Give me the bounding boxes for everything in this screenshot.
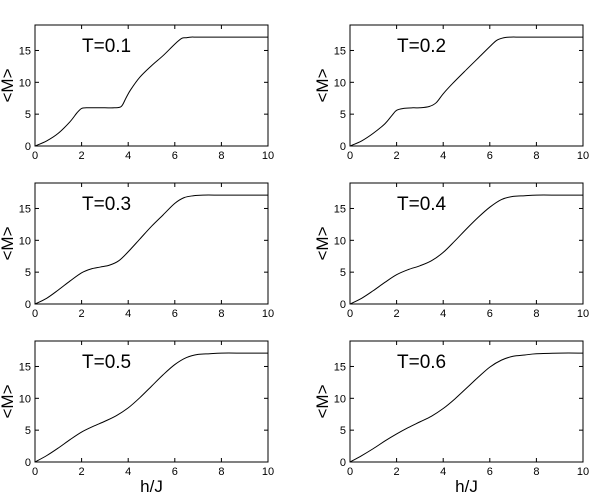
x-tick-label: 8: [218, 150, 224, 162]
x-tick-label: 8: [218, 466, 224, 478]
x-tick-label: 0: [32, 308, 38, 320]
y-tick-label: 5: [340, 109, 346, 121]
subplot-6: 0 2 4 6 8 10 0 5 10 15<M> h/J T=0.6: [313, 340, 589, 495]
magnetization-curve: [34, 352, 268, 463]
y-axis-label: <M>: [313, 68, 332, 102]
y-tick-label: 10: [19, 393, 31, 405]
y-axis-label: <M>: [313, 226, 332, 260]
x-tick-label: 2: [79, 150, 85, 162]
y-tick-label: 15: [334, 45, 346, 57]
y-axis-label: <M>: [0, 68, 17, 102]
subplot-4: 0 2 4 6 8 10 0 5 10 15<M> T=0.4: [313, 182, 589, 320]
y-tick-label: 10: [19, 235, 31, 247]
x-tick-label: 4: [125, 150, 131, 162]
y-axis-label: <M>: [0, 384, 17, 418]
x-tick-label: 0: [347, 466, 353, 478]
temperature-label: T=0.1: [82, 36, 131, 57]
x-tick-label: 10: [577, 466, 589, 478]
y-tick-label: 15: [19, 361, 31, 373]
x-tick-label: 2: [394, 150, 400, 162]
magnetization-curve: [34, 36, 268, 147]
y-tick-label: 0: [340, 457, 346, 469]
x-tick-label: 6: [172, 466, 178, 478]
y-tick-label: 0: [25, 457, 31, 469]
temperature-label: T=0.5: [82, 352, 131, 373]
axes-frame: [34, 182, 269, 305]
x-tick-label: 10: [577, 150, 589, 162]
magnetization-curve: [349, 194, 583, 305]
y-tick-label: 5: [340, 425, 346, 437]
temperature-label: T=0.6: [397, 352, 446, 373]
x-axis-label: h/J: [140, 477, 163, 495]
y-tick-label: 15: [19, 45, 31, 57]
x-tick-label: 4: [125, 308, 131, 320]
temperature-label: T=0.3: [82, 194, 131, 215]
y-tick-label: 5: [25, 109, 31, 121]
magnetization-curve: [34, 194, 268, 305]
subplot-2: 0 2 4 6 8 10 0 5 10 15<M> T=0.2: [313, 24, 589, 162]
temperature-label: T=0.2: [397, 36, 446, 57]
x-tick-label: 6: [487, 150, 493, 162]
subplot-5: 0 2 4 6 8 10 0 5 10 15<M> h/J T=0.5: [0, 340, 274, 495]
axes-frame: [349, 182, 584, 305]
y-tick-label: 0: [340, 141, 346, 153]
y-tick-label: 5: [25, 267, 31, 279]
y-tick-label: 10: [19, 77, 31, 89]
x-tick-label: 4: [125, 466, 131, 478]
x-tick-label: 4: [440, 308, 446, 320]
x-tick-label: 4: [440, 466, 446, 478]
x-tick-label: 8: [533, 150, 539, 162]
y-tick-label: 0: [340, 299, 346, 311]
magnetization-curve: [349, 36, 583, 147]
temperature-label: T=0.4: [397, 194, 447, 215]
x-tick-label: 8: [218, 308, 224, 320]
axes-frame: [349, 340, 584, 463]
x-tick-label: 2: [394, 466, 400, 478]
magnetization-curve: [349, 352, 584, 463]
x-tick-label: 10: [262, 308, 274, 320]
x-tick-label: 2: [79, 308, 85, 320]
x-tick-label: 8: [533, 308, 539, 320]
x-tick-label: 10: [577, 308, 589, 320]
y-tick-label: 15: [19, 203, 31, 215]
x-tick-label: 2: [394, 308, 400, 320]
x-tick-label: 8: [533, 466, 539, 478]
y-tick-label: 0: [25, 141, 31, 153]
x-tick-label: 0: [347, 308, 353, 320]
x-tick-label: 10: [262, 466, 274, 478]
x-tick-label: 6: [172, 308, 178, 320]
x-tick-label: 4: [440, 150, 446, 162]
subplot-1: 0 2 4 6 8 10 0 5 10 15<M> T=0.1: [0, 24, 274, 162]
y-tick-label: 15: [334, 361, 346, 373]
x-tick-label: 6: [172, 150, 178, 162]
x-tick-label: 0: [32, 466, 38, 478]
y-axis-label: <M>: [313, 384, 332, 418]
y-axis-label: <M>: [0, 226, 17, 260]
y-tick-label: 5: [25, 425, 31, 437]
axes-frame: [34, 340, 269, 463]
x-tick-label: 6: [487, 466, 493, 478]
y-tick-label: 15: [334, 203, 346, 215]
x-tick-label: 0: [347, 150, 353, 162]
axes-frame: [349, 24, 584, 147]
x-tick-label: 6: [487, 308, 493, 320]
y-tick-label: 10: [334, 235, 346, 247]
y-tick-label: 10: [334, 393, 346, 405]
x-tick-label: 10: [262, 150, 274, 162]
axes-frame: [34, 24, 269, 147]
y-tick-label: 0: [25, 299, 31, 311]
subplot-3: 0 2 4 6 8 10 0 5 10 15<M> T=0.3: [0, 182, 274, 320]
x-tick-label: 2: [79, 466, 85, 478]
x-axis-label: h/J: [455, 477, 478, 495]
y-tick-label: 10: [334, 77, 346, 89]
x-tick-label: 0: [32, 150, 38, 162]
y-tick-label: 5: [340, 267, 346, 279]
